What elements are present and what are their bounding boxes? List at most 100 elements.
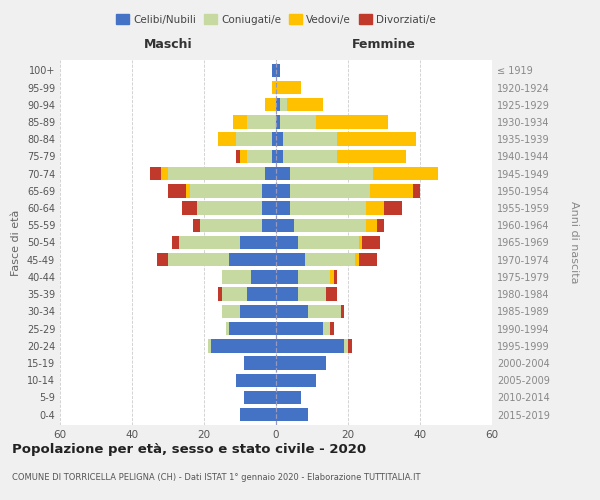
Bar bbox=[276, 64, 280, 77]
Bar bbox=[276, 288, 298, 301]
Bar bbox=[276, 408, 308, 422]
Bar bbox=[316, 116, 388, 128]
Bar bbox=[222, 288, 247, 301]
Bar bbox=[384, 202, 402, 215]
Bar bbox=[229, 253, 276, 266]
Bar bbox=[276, 339, 344, 352]
Bar bbox=[240, 408, 276, 422]
Bar bbox=[280, 98, 287, 112]
Bar bbox=[366, 202, 384, 215]
Bar bbox=[197, 202, 262, 215]
Bar bbox=[200, 218, 262, 232]
Bar bbox=[186, 184, 190, 198]
Bar bbox=[272, 64, 276, 77]
Bar bbox=[240, 150, 247, 163]
Y-axis label: Fasce di età: Fasce di età bbox=[11, 210, 21, 276]
Bar bbox=[366, 218, 377, 232]
Bar bbox=[262, 202, 276, 215]
Bar bbox=[251, 270, 276, 283]
Bar bbox=[157, 253, 168, 266]
Bar bbox=[413, 184, 420, 198]
Bar bbox=[276, 390, 301, 404]
Bar bbox=[348, 339, 352, 352]
Bar bbox=[276, 167, 290, 180]
Bar bbox=[330, 322, 334, 336]
Bar bbox=[226, 322, 229, 336]
Bar bbox=[168, 184, 186, 198]
Bar bbox=[276, 202, 290, 215]
Bar bbox=[337, 132, 416, 146]
Bar bbox=[276, 116, 280, 128]
Bar bbox=[370, 184, 413, 198]
Bar bbox=[233, 116, 247, 128]
Bar bbox=[236, 132, 272, 146]
Bar bbox=[265, 98, 276, 112]
Bar bbox=[287, 98, 323, 112]
Bar bbox=[161, 167, 168, 180]
Bar bbox=[272, 132, 276, 146]
Bar bbox=[326, 288, 337, 301]
Bar bbox=[298, 270, 330, 283]
Bar bbox=[262, 184, 276, 198]
Bar bbox=[276, 218, 294, 232]
Bar bbox=[168, 253, 229, 266]
Bar bbox=[276, 270, 298, 283]
Legend: Celibi/Nubili, Coniugati/e, Vedovi/e, Divorziati/e: Celibi/Nubili, Coniugati/e, Vedovi/e, Di… bbox=[112, 10, 440, 29]
Bar bbox=[308, 304, 341, 318]
Bar bbox=[172, 236, 179, 249]
Bar bbox=[294, 218, 366, 232]
Bar bbox=[247, 150, 272, 163]
Bar bbox=[179, 236, 240, 249]
Bar bbox=[298, 288, 326, 301]
Bar bbox=[272, 81, 276, 94]
Bar bbox=[150, 167, 161, 180]
Bar bbox=[362, 236, 380, 249]
Bar bbox=[377, 218, 384, 232]
Bar bbox=[229, 322, 276, 336]
Bar bbox=[290, 184, 370, 198]
Bar bbox=[276, 81, 301, 94]
Bar bbox=[190, 184, 262, 198]
Bar bbox=[236, 374, 276, 387]
Bar bbox=[341, 304, 344, 318]
Bar bbox=[298, 236, 359, 249]
Bar bbox=[276, 184, 290, 198]
Bar bbox=[276, 253, 305, 266]
Bar bbox=[276, 304, 308, 318]
Bar bbox=[305, 253, 355, 266]
Bar bbox=[244, 356, 276, 370]
Bar bbox=[247, 288, 276, 301]
Bar bbox=[218, 132, 236, 146]
Bar bbox=[337, 150, 406, 163]
Text: Popolazione per età, sesso e stato civile - 2020: Popolazione per età, sesso e stato civil… bbox=[12, 442, 366, 456]
Bar bbox=[222, 304, 240, 318]
Bar bbox=[240, 236, 276, 249]
Bar bbox=[193, 218, 200, 232]
Bar bbox=[290, 202, 366, 215]
Bar bbox=[208, 339, 211, 352]
Bar bbox=[276, 150, 283, 163]
Bar bbox=[276, 236, 298, 249]
Bar bbox=[272, 150, 276, 163]
Bar bbox=[218, 288, 222, 301]
Bar bbox=[283, 150, 337, 163]
Text: Maschi: Maschi bbox=[143, 38, 193, 52]
Bar bbox=[262, 218, 276, 232]
Bar bbox=[334, 270, 337, 283]
Bar bbox=[280, 116, 316, 128]
Bar bbox=[359, 236, 362, 249]
Bar bbox=[211, 339, 276, 352]
Bar bbox=[330, 270, 334, 283]
Bar bbox=[359, 253, 377, 266]
Bar bbox=[373, 167, 438, 180]
Bar bbox=[222, 270, 251, 283]
Bar bbox=[276, 322, 323, 336]
Bar bbox=[323, 322, 330, 336]
Bar bbox=[276, 356, 326, 370]
Bar bbox=[236, 150, 240, 163]
Bar bbox=[344, 339, 348, 352]
Bar bbox=[276, 98, 280, 112]
Y-axis label: Anni di nascita: Anni di nascita bbox=[569, 201, 579, 284]
Bar bbox=[283, 132, 337, 146]
Bar bbox=[240, 304, 276, 318]
